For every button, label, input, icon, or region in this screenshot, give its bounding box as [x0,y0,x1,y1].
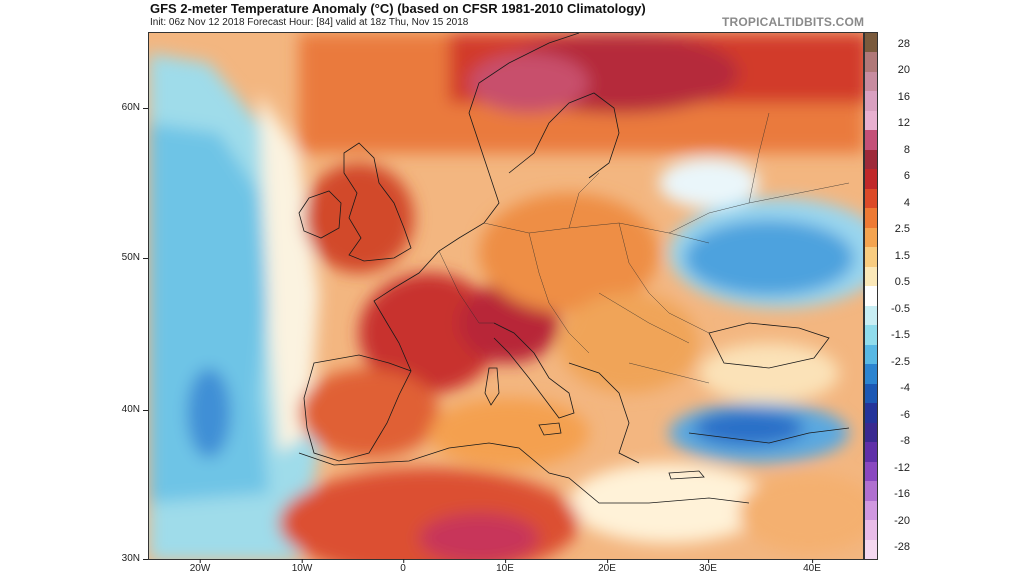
map-title: GFS 2-meter Temperature Anomaly (°C) (ba… [150,1,646,16]
colorbar-segment [865,266,877,287]
lon-label-40e: 40E [803,559,821,574]
lat-label-50n: 50N [108,252,148,263]
lon-label-30e: 30E [699,559,717,574]
colorbar-segment [865,325,877,345]
colorbar-segment [865,422,877,443]
colorbar-segment [865,364,877,384]
lat-label-60n: 60N [108,102,148,113]
colorbar-label: 6 [903,170,910,183]
colorbar-label: 4 [903,196,910,209]
lon-label-0: 0 [400,559,406,574]
colorbar-label: -28 [894,541,910,553]
brand-watermark: TROPICALTIDBITS.COM [722,15,865,29]
colorbar-segment [865,286,877,306]
colorbar-label: 28 [897,38,910,50]
colorbar-segment [865,110,877,131]
colorbar-label: 0.5 [894,276,910,289]
colorbar-segment [865,149,877,170]
colorbar-segment [865,520,877,540]
colorbar-segment [865,461,877,482]
lat-label-40n: 40N [108,404,148,415]
colorbar-segment [865,208,877,228]
colorbar-segment [865,130,877,150]
colorbar-label: -12 [894,461,910,474]
colorbar-segment [865,169,877,189]
colorbar-label: 12 [897,117,910,130]
colorbar-label: -2.5 [891,355,910,368]
init-forecast-info: Init: 06z Nov 12 2018 Forecast Hour: [84… [150,17,469,28]
colorbar-label: -16 [894,488,910,501]
temperature-anomaly-map [148,32,864,560]
colorbar-label: 1.5 [894,249,910,262]
colorbar-segment [865,71,877,92]
colorbar-segment [865,383,877,404]
colorbar-segment [865,33,877,53]
colorbar-label: -4 [900,382,910,395]
colorbar-segment [865,500,877,521]
colorbar-label: -0.5 [891,302,910,315]
lat-label-30n: 30N [108,553,148,564]
colorbar-label: -8 [900,435,910,448]
colorbar-label: -1.5 [891,329,910,342]
colorbar-segment [865,344,877,365]
colorbar-label: -6 [900,408,910,421]
colorbar-segment [865,481,877,501]
lon-label-10w: 10W [291,559,313,574]
colorbar-segment [865,442,877,462]
colorbar-segment [865,305,877,326]
colorbar-label: 20 [897,64,910,77]
colorbar-label: 8 [903,143,910,156]
map-canvas [149,33,863,559]
colorbar-segment [865,91,877,111]
colorbar-segment [865,539,877,560]
colorbar-label: -20 [894,514,910,527]
colorbar-segment [865,227,877,248]
colorbar [864,32,878,560]
colorbar-segment [865,188,877,209]
colorbar-label: 16 [897,90,910,103]
colorbar-segment [865,403,877,423]
colorbar-segment [865,247,877,267]
lon-label-20w: 20W [189,559,211,574]
colorbar-label: 2.5 [894,223,910,236]
lon-label-10e: 10E [496,559,514,574]
colorbar-segment [865,52,877,72]
lon-label-20e: 20E [598,559,616,574]
